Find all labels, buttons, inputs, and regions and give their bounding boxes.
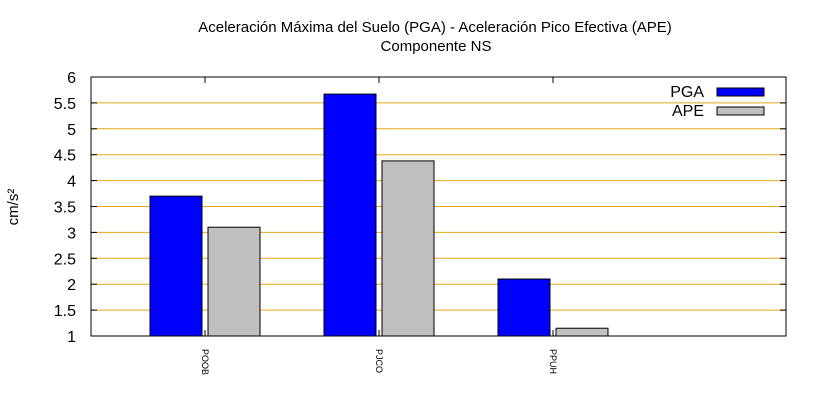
chart-subtitle: Componente NS bbox=[381, 38, 492, 55]
bar-ape-poob bbox=[207, 226, 261, 337]
legend-swatch bbox=[716, 106, 765, 116]
axis-layer: 1 1.5 2 2.5 3 3.5 4 4.5 5 5.5 6 POOB PJCO PPUH bbox=[54, 70, 787, 375]
y-tick-label: 1 bbox=[67, 329, 76, 346]
legend: PGA APE bbox=[670, 84, 765, 120]
bar-pga-poob bbox=[149, 195, 203, 337]
y-tick-label: 5.5 bbox=[54, 96, 76, 113]
x-tick-label: PPUH bbox=[548, 349, 558, 374]
bar-ape-ppuh bbox=[555, 327, 609, 337]
y-tick-label: 2.5 bbox=[54, 251, 76, 268]
legend-label: APE bbox=[672, 103, 704, 120]
legend-label: PGA bbox=[670, 84, 704, 101]
y-tick-label: 2 bbox=[67, 277, 76, 294]
bars-layer bbox=[149, 93, 609, 337]
y-tick-label: 4 bbox=[67, 174, 76, 191]
y-axis-label: cm/s² bbox=[5, 189, 22, 226]
grid-layer bbox=[91, 102, 786, 311]
y-tick-label: 5 bbox=[67, 122, 76, 139]
x-tick-label: PJCO bbox=[374, 349, 384, 373]
y-tick-label: 3.5 bbox=[54, 200, 76, 217]
bar-ape-pjco bbox=[381, 160, 435, 337]
x-tick-label: POOB bbox=[200, 349, 210, 375]
y-tick-label: 1.5 bbox=[54, 303, 76, 320]
chart-title: Aceleración Máxima del Suelo (PGA) - Ace… bbox=[198, 19, 672, 36]
bar-pga-pjco bbox=[323, 93, 377, 337]
plot-border bbox=[90, 76, 787, 337]
bar-pga-ppuh bbox=[497, 278, 551, 337]
y-tick-label: 4.5 bbox=[54, 148, 76, 165]
y-tick-label: 3 bbox=[67, 225, 76, 242]
legend-swatch bbox=[716, 87, 765, 97]
y-tick-label: 6 bbox=[67, 70, 76, 87]
